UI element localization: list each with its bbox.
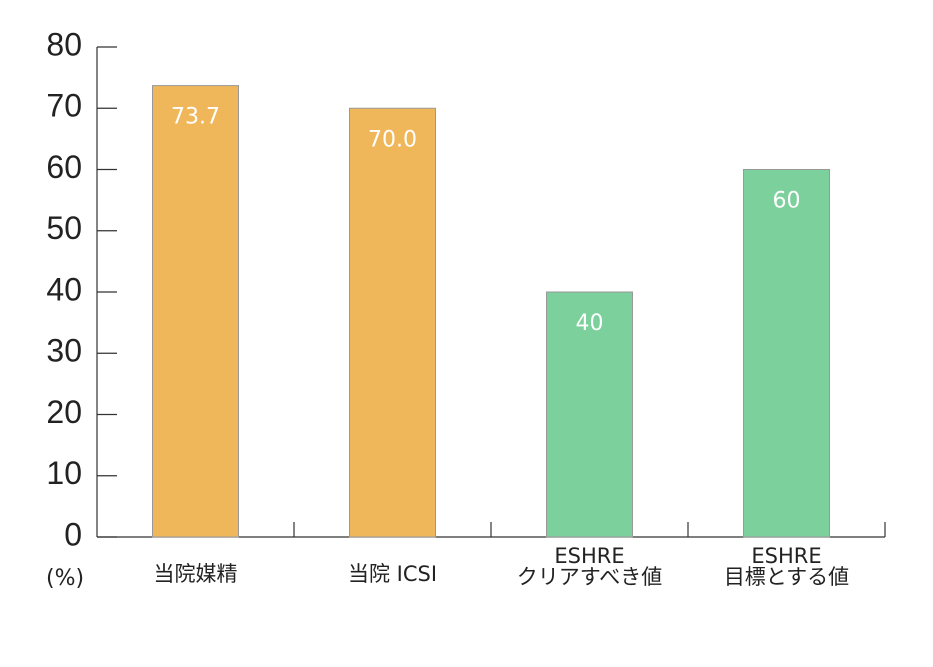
y-tick-label: 60 bbox=[46, 149, 82, 185]
y-tick-label: 50 bbox=[46, 210, 82, 246]
bar bbox=[546, 291, 633, 538]
value-label: 70.0 bbox=[368, 127, 417, 152]
y-axis-label: (%) bbox=[46, 566, 85, 591]
bar bbox=[349, 107, 436, 538]
y-tick-label: 20 bbox=[46, 394, 82, 430]
y-tick-label: 40 bbox=[46, 271, 82, 307]
x-tick-label: ESHRE クリアすべき値 bbox=[516, 544, 663, 589]
y-tick-label: 10 bbox=[46, 455, 82, 491]
y-tick-label: 70 bbox=[46, 88, 82, 124]
value-label: 40 bbox=[576, 311, 604, 336]
y-tick-label: 30 bbox=[46, 333, 82, 369]
value-label: 73.7 bbox=[171, 105, 220, 130]
x-tick-label: 当院媒精 bbox=[153, 562, 238, 586]
y-tick-label: 0 bbox=[64, 516, 82, 552]
y-tick-label: 80 bbox=[46, 26, 82, 62]
bar bbox=[743, 169, 830, 538]
bar bbox=[152, 85, 239, 538]
x-tick-label: ESHRE 目標とする値 bbox=[723, 544, 850, 589]
x-tick-label: 当院 ICSI bbox=[347, 562, 438, 586]
value-label: 60 bbox=[773, 189, 801, 214]
